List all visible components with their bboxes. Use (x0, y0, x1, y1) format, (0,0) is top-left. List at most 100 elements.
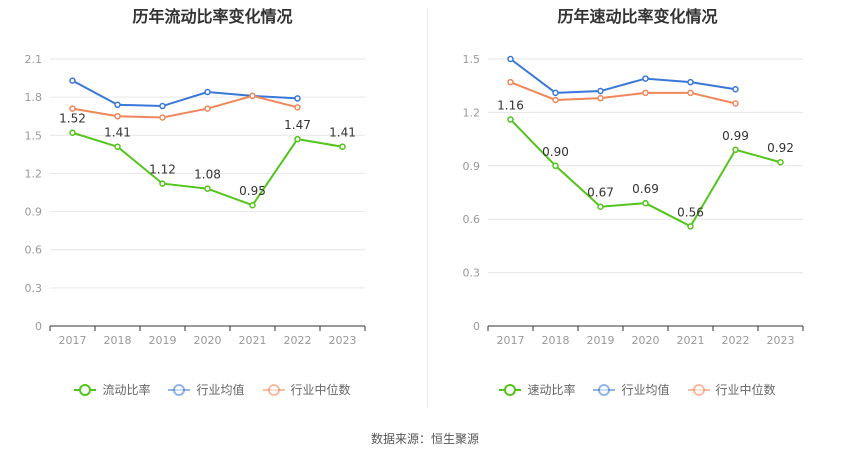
data-label: 0.99 (722, 129, 749, 143)
data-point (597, 87, 604, 95)
data-point (642, 89, 649, 97)
data-label: 1.16 (497, 99, 524, 113)
data-point (69, 129, 76, 136)
y-tick-label: 1.5 (25, 129, 43, 142)
data-label: 1.47 (284, 118, 311, 132)
data-point (642, 75, 649, 82)
data-label: 1.52 (59, 112, 86, 126)
data-point (597, 94, 604, 102)
data-point (687, 78, 694, 86)
series-line (72, 94, 298, 119)
data-label: 0.92 (767, 141, 794, 155)
data-point (249, 92, 256, 100)
data-point (294, 135, 301, 143)
legend-swatch-icon (687, 383, 710, 396)
legend-item[interactable]: 流动比率 (74, 381, 150, 398)
data-point (159, 102, 166, 110)
x-tick-label: 2018 (542, 334, 570, 347)
chart-title: 历年流动比率变化情况 (132, 7, 293, 26)
x-tick-label: 2023 (767, 334, 795, 347)
data-point (642, 199, 649, 207)
data-point (159, 180, 166, 187)
legend-swatch-icon (74, 383, 97, 396)
legend-item[interactable]: 行业中位数 (687, 381, 776, 398)
data-point (732, 100, 739, 107)
data-label: 0.95 (239, 184, 266, 198)
legend-label: 行业均值 (196, 383, 245, 397)
y-tick-label: 0 (473, 320, 480, 333)
x-tick-label: 2023 (329, 334, 357, 347)
data-point (294, 104, 301, 111)
y-tick-label: 1.2 (25, 167, 43, 180)
legend: 流动比率 行业均值 行业中位数 (0, 381, 425, 398)
legend-swatch-icon (593, 383, 616, 396)
y-tick-label: 0.9 (25, 206, 43, 219)
y-tick-label: 1.2 (463, 106, 481, 119)
legend-label: 流动比率 (102, 383, 151, 397)
legend: 速动比率 行业均值 行业中位数 (425, 381, 850, 398)
data-source: 数据来源：恒生聚源 (370, 432, 479, 446)
x-tick-label: 2019 (587, 334, 615, 347)
y-tick-label: 0 (35, 320, 42, 333)
legend-swatch-icon (168, 383, 191, 396)
y-tick-label: 1.8 (25, 91, 43, 104)
data-point (159, 114, 166, 121)
y-tick-label: 0.3 (25, 282, 43, 295)
panel-divider (427, 8, 428, 408)
data-point (507, 78, 514, 86)
data-point (732, 86, 739, 93)
x-tick-label: 2022 (284, 334, 312, 347)
data-point (204, 105, 211, 112)
data-label: 0.69 (632, 182, 659, 196)
data-point (204, 185, 211, 192)
data-label: 1.41 (329, 126, 356, 140)
data-point (114, 101, 121, 109)
x-tick-label: 2019 (149, 334, 177, 347)
data-point (507, 55, 514, 63)
data-point (249, 201, 256, 209)
legend-item[interactable]: 行业中位数 (262, 381, 351, 398)
legend-label: 行业中位数 (290, 383, 351, 397)
x-tick-label: 2017 (59, 334, 87, 347)
x-tick-label: 2020 (632, 334, 660, 347)
x-tick-label: 2020 (194, 334, 222, 347)
data-point (204, 88, 211, 96)
legend-label: 速动比率 (527, 383, 576, 397)
legend-swatch-icon (262, 383, 285, 396)
data-point (777, 158, 784, 166)
chart-current-ratio: 历年流动比率变化情况 0 0.3 0.6 0.9 1.2 1.5 1.8 2.1 2017 201… (0, 0, 425, 415)
y-tick-label: 0.9 (463, 160, 481, 173)
chart-quick-ratio: 历年速动比率变化情况 0 0.3 0.6 0.9 1.2 1.5 2017 2018 2019 2… (425, 0, 850, 415)
data-point (69, 77, 76, 84)
y-tick-label: 0.6 (463, 213, 481, 226)
y-tick-label: 0.3 (463, 267, 481, 280)
data-point (69, 105, 76, 112)
legend-swatch-icon (499, 383, 522, 396)
series-line (509, 58, 736, 94)
data-label: 1.08 (194, 168, 221, 182)
data-point (597, 203, 604, 210)
legend-item[interactable]: 行业均值 (593, 381, 670, 398)
x-tick-label: 2022 (722, 334, 750, 347)
legend-item[interactable]: 行业均值 (168, 381, 245, 398)
data-point (339, 143, 346, 150)
x-tick-label: 2017 (497, 334, 525, 347)
plot-area: 0 0.3 0.6 0.9 1.2 1.5 2017 2018 2019 2020 2021 2022… (463, 53, 804, 347)
data-point (114, 143, 121, 150)
chart-title: 历年速动比率变化情况 (557, 7, 718, 26)
x-tick-label: 2021 (239, 334, 267, 347)
y-tick-label: 0.6 (25, 244, 43, 257)
legend-item[interactable]: 速动比率 (499, 381, 575, 398)
data-point (552, 96, 559, 104)
y-tick-label: 1.5 (463, 53, 481, 66)
data-label: 1.41 (104, 126, 131, 140)
plot-area: 0 0.3 0.6 0.9 1.2 1.5 1.8 2.1 2017 2018 2019 2020 20… (25, 53, 366, 347)
data-point (552, 162, 559, 170)
data-point (507, 116, 514, 123)
data-point (732, 146, 739, 154)
legend-label: 行业中位数 (715, 383, 776, 397)
x-tick-label: 2021 (677, 334, 705, 347)
data-label: 0.56 (677, 205, 704, 219)
data-point (294, 95, 301, 102)
data-label: 0.90 (542, 145, 569, 159)
